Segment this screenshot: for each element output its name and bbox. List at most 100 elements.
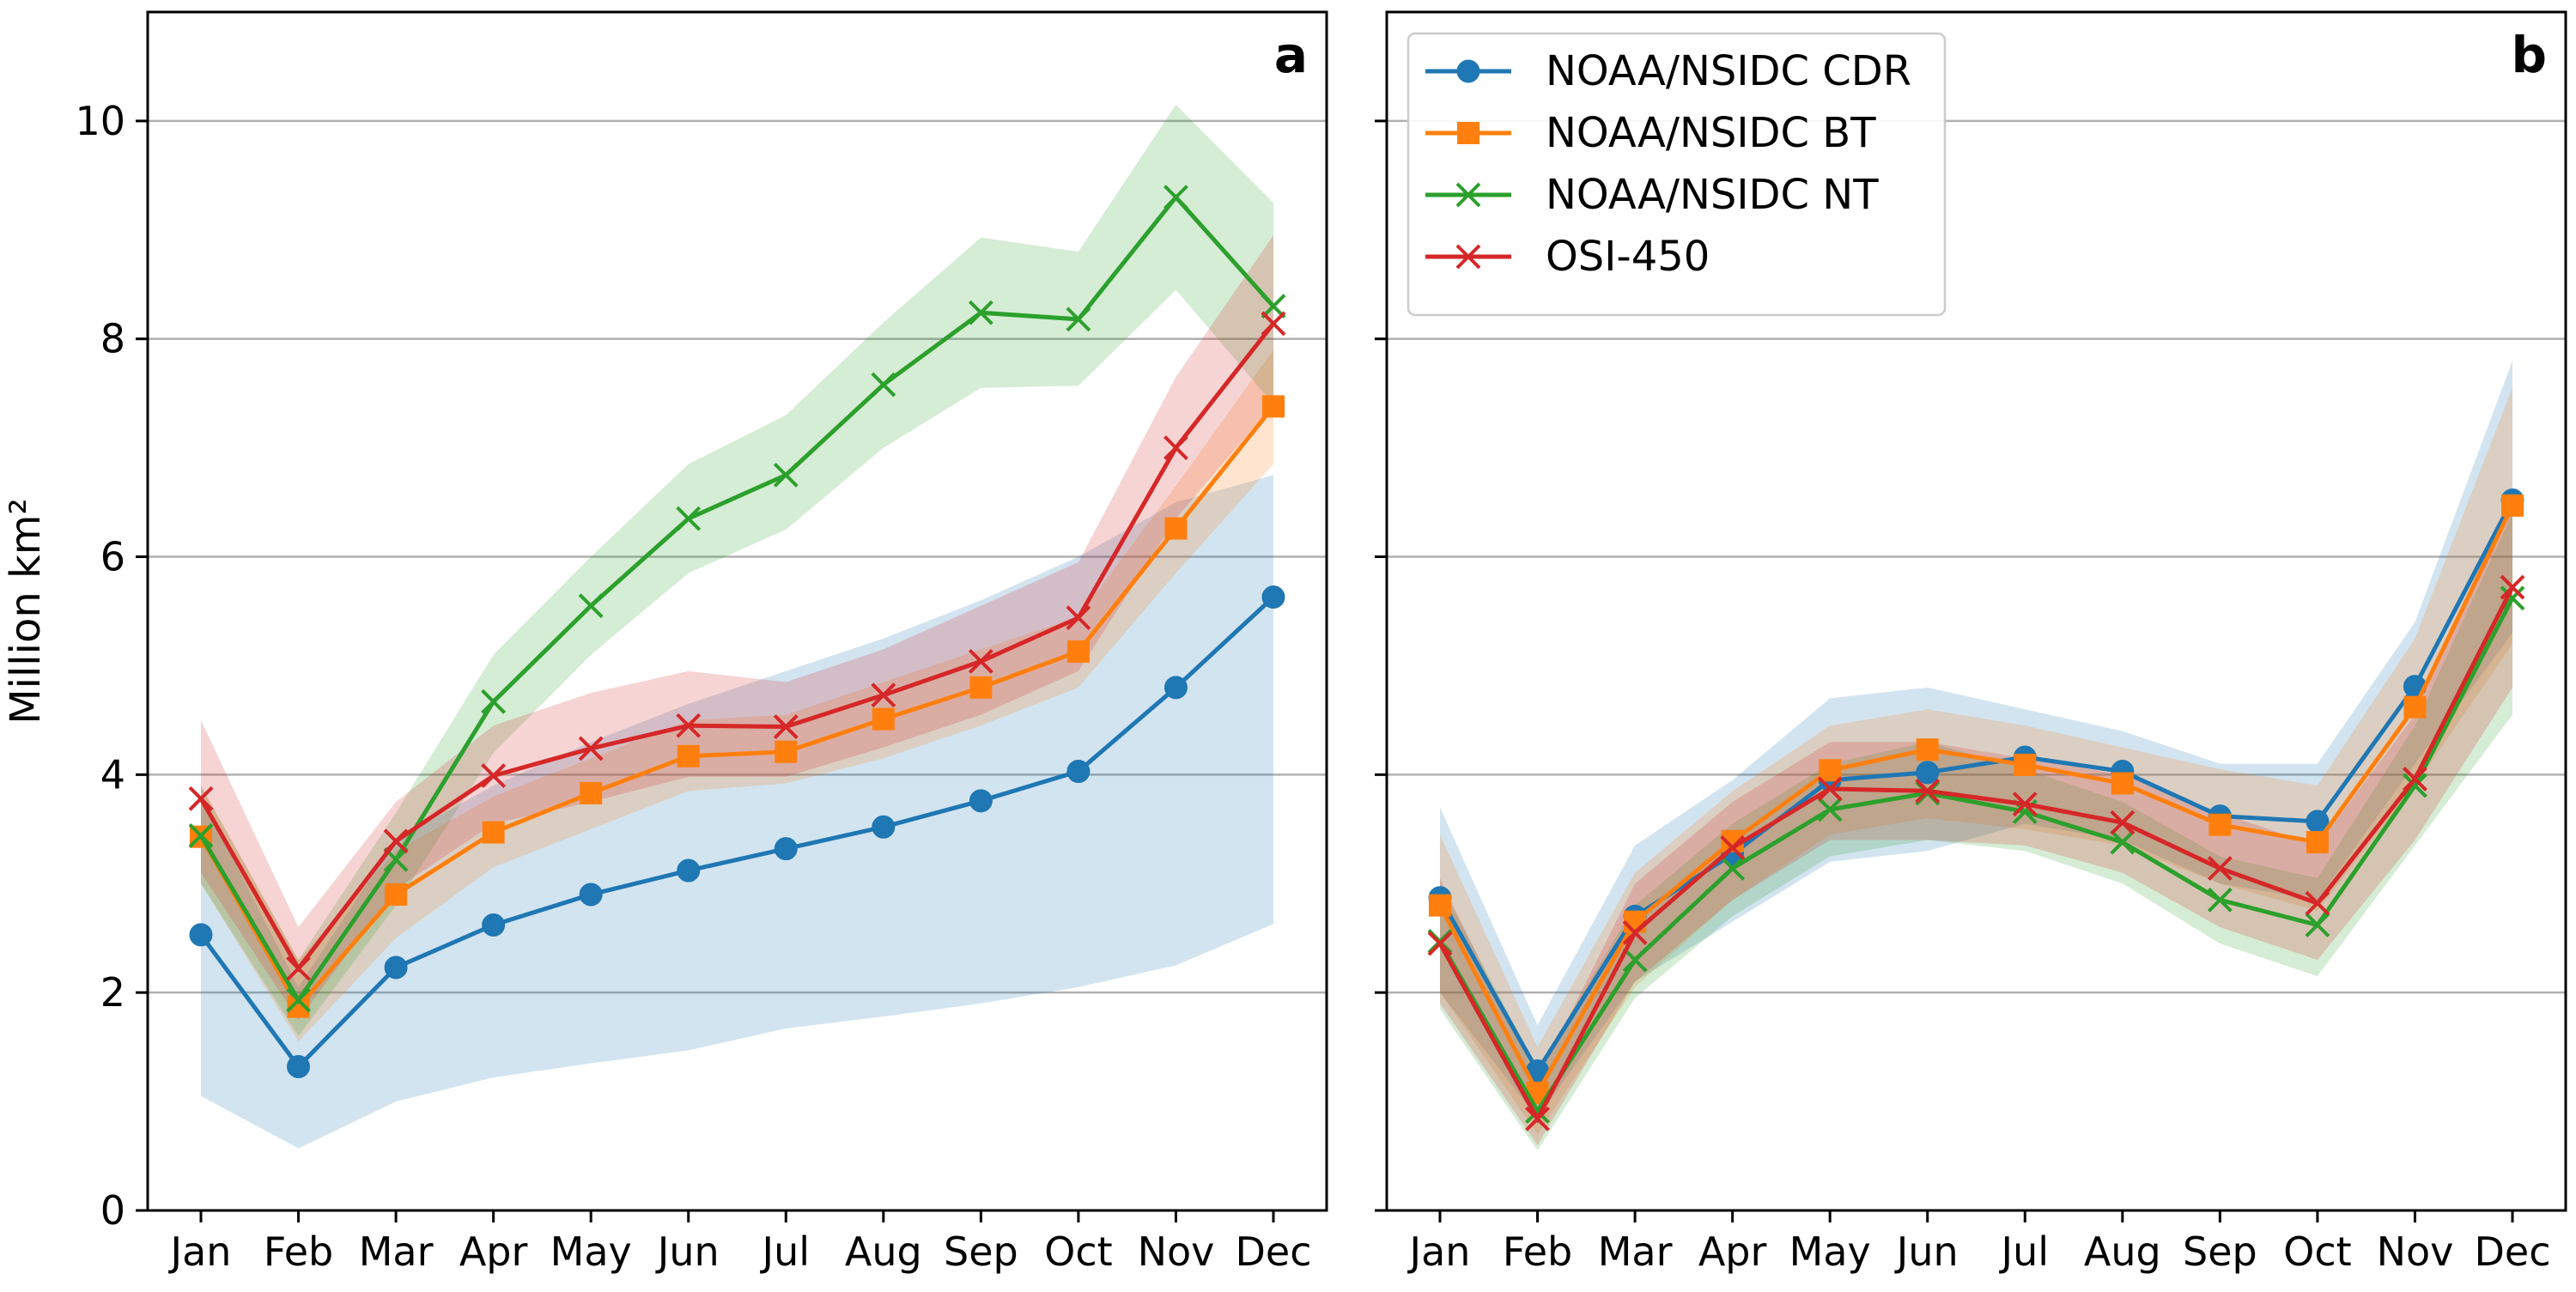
x-tick-label: Jun (1894, 1228, 1959, 1275)
x-tick-label: Dec (1235, 1228, 1311, 1275)
data-point (872, 707, 895, 731)
data-point (2501, 494, 2524, 517)
data-point (1720, 834, 1746, 860)
x-tick-label: Dec (2474, 1228, 2550, 1275)
data-point (1261, 311, 1286, 337)
legend-box (1406, 32, 1947, 317)
data-point (2110, 810, 2136, 835)
axes-frame (1385, 10, 2567, 1212)
x-tick-label: Feb (264, 1228, 333, 1275)
data-point (578, 593, 604, 619)
series-line (198, 193, 1275, 1004)
data-point (871, 372, 896, 397)
data-point (189, 923, 213, 947)
series-line (1437, 597, 2515, 1116)
series-line (1437, 585, 2515, 1124)
data-point (1915, 778, 1941, 804)
y-tick-label: 8 (100, 316, 125, 362)
data-point (1427, 931, 1453, 956)
legend-label: NOAA/NSIDC CDR (1546, 47, 1911, 95)
data-point (1624, 910, 1647, 933)
x-tick-label: Jan (168, 1228, 232, 1275)
legend-item: NOAA/NSIDC BT (1425, 109, 1876, 157)
data-point (286, 955, 311, 981)
series-line (198, 404, 1275, 1010)
data-point (1916, 738, 1939, 761)
x-tick-label: Apr (1698, 1228, 1767, 1275)
data-point (1164, 517, 1188, 540)
data-point (2014, 753, 2037, 776)
data-point (1817, 776, 1843, 802)
data-point (969, 676, 993, 699)
data-point (481, 763, 507, 789)
y-axis-label: Million km² (2, 498, 50, 725)
data-point (384, 955, 408, 980)
data-point (188, 823, 214, 848)
panel-b: Jan Feb Mar Apr May Jun Jul Aug Sep Oct Nov Dec b NOA… (1375, 10, 2567, 1275)
data-point (287, 1054, 311, 1078)
data-point (1817, 797, 1843, 822)
data-point (1916, 761, 1940, 785)
x-tick-label: Aug (2084, 1228, 2161, 1275)
data-point (1819, 759, 1842, 782)
x-tick-label: Mar (1598, 1228, 1673, 1275)
data-point (1622, 919, 1648, 945)
uncertainty-band (1440, 361, 2512, 1119)
legend-marker (1455, 244, 1481, 270)
uncertainty-band (201, 235, 1273, 1020)
data-point (482, 821, 505, 844)
data-point (1066, 306, 1091, 332)
data-point (676, 713, 702, 738)
y-tick-label: 10 (75, 98, 125, 144)
data-point (1720, 856, 1746, 881)
data-point (1066, 640, 1090, 663)
data-point (2305, 890, 2330, 916)
data-point (2306, 831, 2329, 854)
data-point (775, 740, 798, 763)
y-tick-label: 2 (100, 969, 125, 1016)
data-point (385, 883, 408, 906)
series-line (198, 322, 1275, 973)
x-tick-label: Jul (1999, 1228, 2050, 1275)
data-point (2403, 773, 2427, 798)
uncertainty-band (201, 475, 1273, 1149)
legend-marker (1457, 122, 1479, 144)
legend-item: NOAA/NSIDC NT (1425, 171, 1879, 219)
data-point (286, 987, 311, 1013)
data-point (774, 837, 798, 861)
x-tick-label: May (1789, 1228, 1871, 1275)
x-tick-label: Jun (655, 1228, 720, 1275)
y-tick-label: 4 (100, 751, 125, 798)
data-point (1622, 947, 1648, 973)
data-point (2012, 792, 2038, 817)
data-point (969, 789, 993, 813)
data-point (1163, 185, 1188, 210)
data-point (482, 913, 506, 937)
data-point (773, 462, 799, 488)
data-point (1261, 585, 1285, 610)
x-tick-label: May (550, 1228, 632, 1275)
legend-marker (1455, 182, 1481, 208)
data-point (481, 688, 507, 714)
data-point (1066, 760, 1091, 784)
x-tick-label: Sep (944, 1228, 1018, 1275)
uncertainty-band (201, 104, 1273, 1036)
x-tick-label: Apr (459, 1228, 528, 1275)
panel-letter: b (2511, 26, 2547, 84)
legend-item: NOAA/NSIDC CDR (1425, 47, 1911, 95)
data-point (871, 682, 896, 708)
y-tick-label: 0 (100, 1187, 125, 1234)
uncertainty-band (1440, 513, 2512, 1151)
data-point (383, 828, 409, 854)
x-tick-label: Feb (1503, 1228, 1572, 1275)
data-point (968, 648, 993, 674)
data-point (579, 883, 603, 907)
data-point (1429, 894, 1451, 917)
x-tick-label: Jan (1407, 1228, 1471, 1275)
x-tick-label: Nov (1138, 1228, 1215, 1275)
data-point (2500, 574, 2525, 600)
uncertainty-band (201, 349, 1273, 1042)
legend: NOAA/NSIDC CDR NOAA/NSIDC BT NOAA/NSIDC NT… (1406, 32, 1947, 317)
